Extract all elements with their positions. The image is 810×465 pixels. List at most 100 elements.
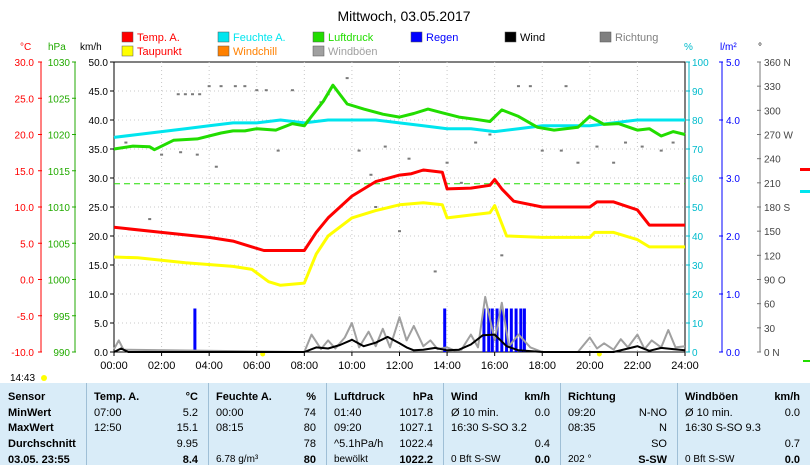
stats-cell-label: 16:30 S-SO 9.3 <box>685 422 761 434</box>
direction-point <box>559 149 563 152</box>
right-axes: 10090807060504030201005.04.03.02.01.00.0… <box>686 58 793 359</box>
stats-table: Sensor MinWert MaxWert Durchschnitt 03.05. 2… <box>0 383 810 465</box>
temp-unit: °C <box>20 42 31 53</box>
rain-bar <box>514 308 518 352</box>
stats-row-label: MaxWert <box>8 422 54 434</box>
stats-column: Wind km/h Ø 10 min. 0.0 16:30 S-SO 3.2 0.4 0 B… <box>443 383 561 465</box>
stats-cell-value: N <box>659 422 667 434</box>
direction-point <box>233 85 237 88</box>
wind-tick-label: 35.0 <box>89 145 109 156</box>
stats-column: Feuchte A.% 00:00 74 08:15 80 78 6.78 g/m³ 80 <box>208 383 327 465</box>
stats-cell-value: SO <box>651 438 667 450</box>
stats-cell-label: ^5.1hPa/h <box>334 438 384 450</box>
legend-swatch <box>312 31 325 43</box>
direction-point <box>595 145 599 148</box>
temp-tick-label: 30.0 <box>15 58 35 69</box>
stats-cell-value: 74 <box>303 407 316 419</box>
legend-swatch <box>217 31 230 43</box>
x-tick-label: 02:00 <box>148 360 176 372</box>
direction-tick-label: 150 <box>764 227 781 238</box>
stats-column-unit: km/h <box>774 391 800 403</box>
series-line-feuchte-a <box>113 118 685 139</box>
stats-label-column: Sensor MinWert MaxWert Durchschnitt 03.05. 2… <box>0 383 87 465</box>
stats-cell-value: 15.1 <box>176 422 198 434</box>
pressure-tick-label: 1010 <box>48 203 71 214</box>
stats-cell-value: 1022.4 <box>399 438 433 450</box>
direction-point <box>207 85 211 88</box>
stats-cell-label: 00:00 <box>216 407 244 419</box>
stats-cell-value: 0.0 <box>784 407 800 419</box>
direction-tick-label: 180 S <box>764 203 790 214</box>
x-tick-label: 22:00 <box>624 360 652 372</box>
stats-cell-value: 80 <box>303 422 316 434</box>
rain-bar <box>500 308 504 352</box>
stats-cell-value: N-NO <box>638 407 667 419</box>
temp-tick-label: -10.0 <box>11 348 34 359</box>
stats-cell-label: 202 ° <box>568 454 592 465</box>
direction-point <box>255 89 259 92</box>
temp-tick-label: 20.0 <box>15 131 35 142</box>
rain-tick-label: 2.0 <box>726 232 740 243</box>
stats-cell-value: 1027.1 <box>399 422 433 434</box>
x-tick-label: 12:00 <box>386 360 414 372</box>
stats-cell-label: 08:15 <box>216 422 244 434</box>
direction-tick-label: 300 <box>764 106 781 117</box>
direction-point <box>198 93 202 96</box>
direction-point <box>148 218 152 221</box>
legend-swatch <box>410 31 423 43</box>
humidity-tick-label: 80 <box>692 116 704 127</box>
rain-bar <box>443 308 447 352</box>
stats-cell-value: 78 <box>303 438 316 450</box>
stats-cell-label: Ø 10 min. <box>451 407 499 419</box>
legend-label: Wind <box>520 32 545 44</box>
side-indicator-red <box>800 168 810 171</box>
temp-tick-label: -5.0 <box>17 312 35 323</box>
wind-tick-label: 45.0 <box>89 87 109 98</box>
legend-swatch <box>599 31 612 43</box>
stats-cell-value: 0.7 <box>784 438 800 450</box>
time-marker-dot <box>41 375 47 381</box>
pressure-tick-label: 1015 <box>48 167 71 178</box>
stats-row-label: Durchschnitt <box>8 438 76 450</box>
stats-column-unit: hPa <box>412 391 433 403</box>
stats-cell-value: 5.2 <box>182 407 198 419</box>
humidity-tick-label: 20 <box>692 290 704 301</box>
humidity-tick-label: 50 <box>692 203 704 214</box>
stats-column-header: Richtung <box>568 391 616 403</box>
direction-point <box>369 173 373 176</box>
stats-column-header: Feuchte A. <box>216 391 272 403</box>
stats-cell-label: 09:20 <box>568 407 596 419</box>
x-tick-label: 04:00 <box>195 360 223 372</box>
humidity-tick-label: 100 <box>692 58 709 69</box>
humidity-unit: % <box>684 42 693 53</box>
humidity-tick-label: 60 <box>692 174 704 185</box>
time-marker: 14:43 <box>10 373 35 383</box>
direction-point <box>357 149 361 152</box>
weather-chart: Mittwoch, 03.05.2017 Temp. A. Feuchte A. L… <box>10 8 810 383</box>
temp-tick-label: 15.0 <box>15 167 35 178</box>
direction-point <box>179 151 183 154</box>
direction-tick-label: 210 <box>764 179 781 190</box>
direction-tick-label: 90 O <box>764 276 786 287</box>
stats-column-unit: % <box>306 391 316 403</box>
direction-tick-label: 30 <box>764 324 776 335</box>
wind-tick-label: 25.0 <box>89 203 109 214</box>
stats-cell-label: 07:00 <box>94 407 122 419</box>
stats-column: Richtung 09:20 N-NO 08:35 N SO 202 ° S-SW <box>560 383 678 465</box>
rain-bar <box>193 308 197 352</box>
stats-cell-label: 0 Bft S-SW <box>685 454 735 465</box>
direction-point <box>290 89 294 92</box>
stats-column-unit: km/h <box>524 391 550 403</box>
pressure-tick-label: 995 <box>53 312 70 323</box>
stats-row-label: 03.05. 23:55 <box>8 454 70 465</box>
direction-point <box>407 157 411 160</box>
direction-point <box>612 161 616 164</box>
wind-tick-label: 50.0 <box>89 58 109 69</box>
legend-label: Richtung <box>615 32 658 44</box>
legend-swatch <box>121 31 134 43</box>
legend-swatch <box>504 31 517 43</box>
direction-point <box>345 77 349 80</box>
pressure-tick-label: 1020 <box>48 131 71 142</box>
stats-column-header: Temp. A. <box>94 391 140 403</box>
stats-column: Temp. A. °C 07:00 5.2 12:50 15.1 9.95 8.4 <box>86 383 209 465</box>
